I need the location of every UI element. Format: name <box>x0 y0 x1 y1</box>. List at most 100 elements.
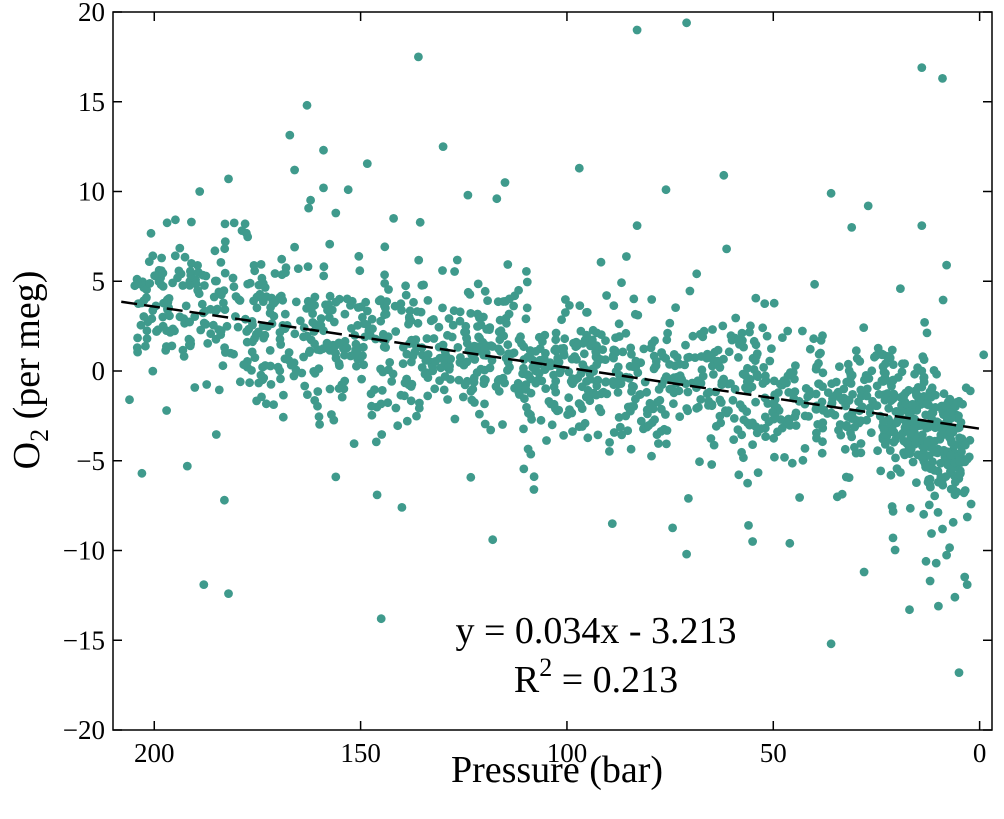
y-tick-label: −10 <box>63 536 105 566</box>
data-point <box>564 393 574 403</box>
data-point <box>788 367 798 377</box>
data-point <box>503 340 513 350</box>
data-point <box>791 361 800 370</box>
data-point <box>582 330 591 340</box>
data-point <box>922 328 932 338</box>
data-point <box>661 185 671 195</box>
data-point <box>930 436 940 446</box>
data-point <box>561 295 570 304</box>
data-point <box>431 357 440 366</box>
data-point <box>278 295 288 305</box>
data-point <box>372 490 382 500</box>
data-point <box>921 462 931 472</box>
data-point <box>743 363 752 373</box>
data-point <box>812 401 822 411</box>
data-point <box>960 440 970 450</box>
data-point <box>148 251 158 261</box>
data-point <box>175 243 185 253</box>
data-point <box>224 589 233 598</box>
data-point <box>941 401 951 411</box>
data-point <box>627 387 636 396</box>
data-point <box>576 369 586 378</box>
data-point <box>315 420 324 429</box>
data-point <box>406 396 416 406</box>
data-point <box>199 318 209 328</box>
data-point <box>519 424 528 434</box>
data-point <box>879 425 889 434</box>
data-point <box>269 298 279 308</box>
data-point <box>921 556 931 566</box>
data-point <box>735 340 744 349</box>
data-point <box>361 297 371 307</box>
data-point <box>340 350 349 360</box>
data-point <box>190 383 200 392</box>
data-point <box>856 439 866 448</box>
data-point <box>711 421 721 431</box>
data-point <box>636 416 646 426</box>
data-point <box>417 363 427 372</box>
data-point <box>376 316 386 326</box>
data-point <box>453 343 463 352</box>
data-point <box>519 363 528 373</box>
data-point <box>137 468 147 478</box>
data-point <box>696 395 706 404</box>
data-point <box>647 451 656 461</box>
data-point <box>158 312 168 322</box>
data-point <box>668 523 677 533</box>
data-point <box>252 303 262 313</box>
data-point <box>734 470 744 480</box>
data-point <box>908 399 917 409</box>
data-point <box>296 316 305 326</box>
data-point <box>139 312 149 321</box>
data-point <box>744 521 753 530</box>
data-point <box>748 440 757 449</box>
data-point <box>540 365 550 374</box>
data-point <box>892 418 902 428</box>
data-point <box>468 384 478 394</box>
data-point <box>245 378 255 388</box>
data-point <box>844 473 854 482</box>
data-point <box>276 340 286 349</box>
data-point <box>872 381 882 391</box>
data-point <box>859 323 869 332</box>
data-point <box>148 306 158 315</box>
data-point <box>133 279 143 289</box>
y-axis-label-rest: (per meg) <box>6 271 48 429</box>
data-point <box>211 306 220 316</box>
data-point <box>514 285 523 295</box>
data-point <box>715 411 725 421</box>
data-point <box>683 353 693 362</box>
data-point <box>393 421 403 431</box>
data-point <box>426 316 436 326</box>
data-point <box>145 279 155 288</box>
data-point <box>669 399 678 409</box>
data-point <box>705 387 714 397</box>
data-point <box>529 485 539 494</box>
data-point <box>220 495 229 505</box>
data-point <box>503 260 513 269</box>
data-point <box>503 366 512 375</box>
data-point <box>380 242 390 252</box>
data-point <box>936 458 945 468</box>
data-point <box>293 264 303 273</box>
data-point <box>391 403 401 413</box>
y-tick-label: 5 <box>92 266 106 296</box>
data-point <box>945 543 954 553</box>
data-point <box>256 260 266 269</box>
data-point <box>224 174 233 184</box>
data-point <box>519 342 529 352</box>
data-point <box>228 273 238 283</box>
y-tick-label: −20 <box>63 715 105 745</box>
data-point <box>367 410 377 420</box>
y-axis-label-subscript: 2 <box>25 429 54 442</box>
data-point <box>536 415 546 425</box>
data-point <box>902 439 912 449</box>
data-point <box>896 284 905 293</box>
x-tick-label: 150 <box>340 738 381 768</box>
data-point <box>340 376 350 386</box>
data-point <box>407 357 416 367</box>
data-point <box>632 25 642 35</box>
data-point <box>473 309 482 319</box>
data-point <box>142 326 152 336</box>
data-point <box>787 458 797 468</box>
